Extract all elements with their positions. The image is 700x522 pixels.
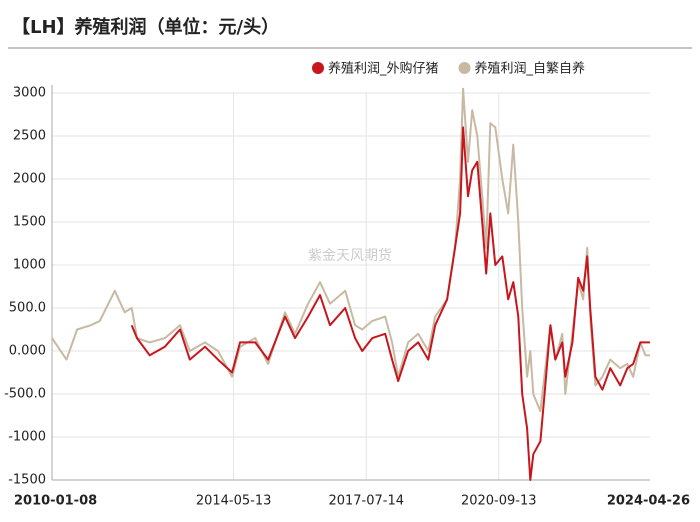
chart-title: 【LH】养殖利润（单位：元/头）: [12, 16, 279, 38]
y-tick-label: 2000: [13, 172, 46, 187]
y-tick-label: -500.0: [4, 387, 46, 402]
x-tick-label: 2014-05-13: [196, 494, 272, 509]
y-tick-label: 500.0: [9, 301, 46, 316]
y-tick-label: 3000: [13, 86, 46, 101]
legend-label: 养殖利润_自繁自养: [475, 61, 586, 77]
y-tick-label: 1500: [13, 215, 46, 230]
legend-label: 养殖利润_外购仔猪: [328, 61, 439, 77]
y-tick-label: -1000: [8, 430, 46, 445]
x-tick-label: 2017-07-14: [328, 494, 404, 509]
y-tick-label: 1000: [13, 258, 46, 273]
x-tick-label: 2024-04-26: [607, 494, 690, 509]
y-tick-label: -1500: [8, 473, 46, 488]
y-tick-label: 2500: [13, 129, 46, 144]
legend-marker: [458, 62, 471, 74]
y-tick-label: 0.000: [9, 344, 46, 359]
x-tick-label: 2010-01-08: [14, 494, 97, 509]
series-line: [130, 126, 650, 481]
watermark: 紫金天风期货: [308, 247, 392, 264]
x-tick-label: 2020-09-13: [461, 494, 537, 509]
legend-marker: [312, 62, 324, 74]
